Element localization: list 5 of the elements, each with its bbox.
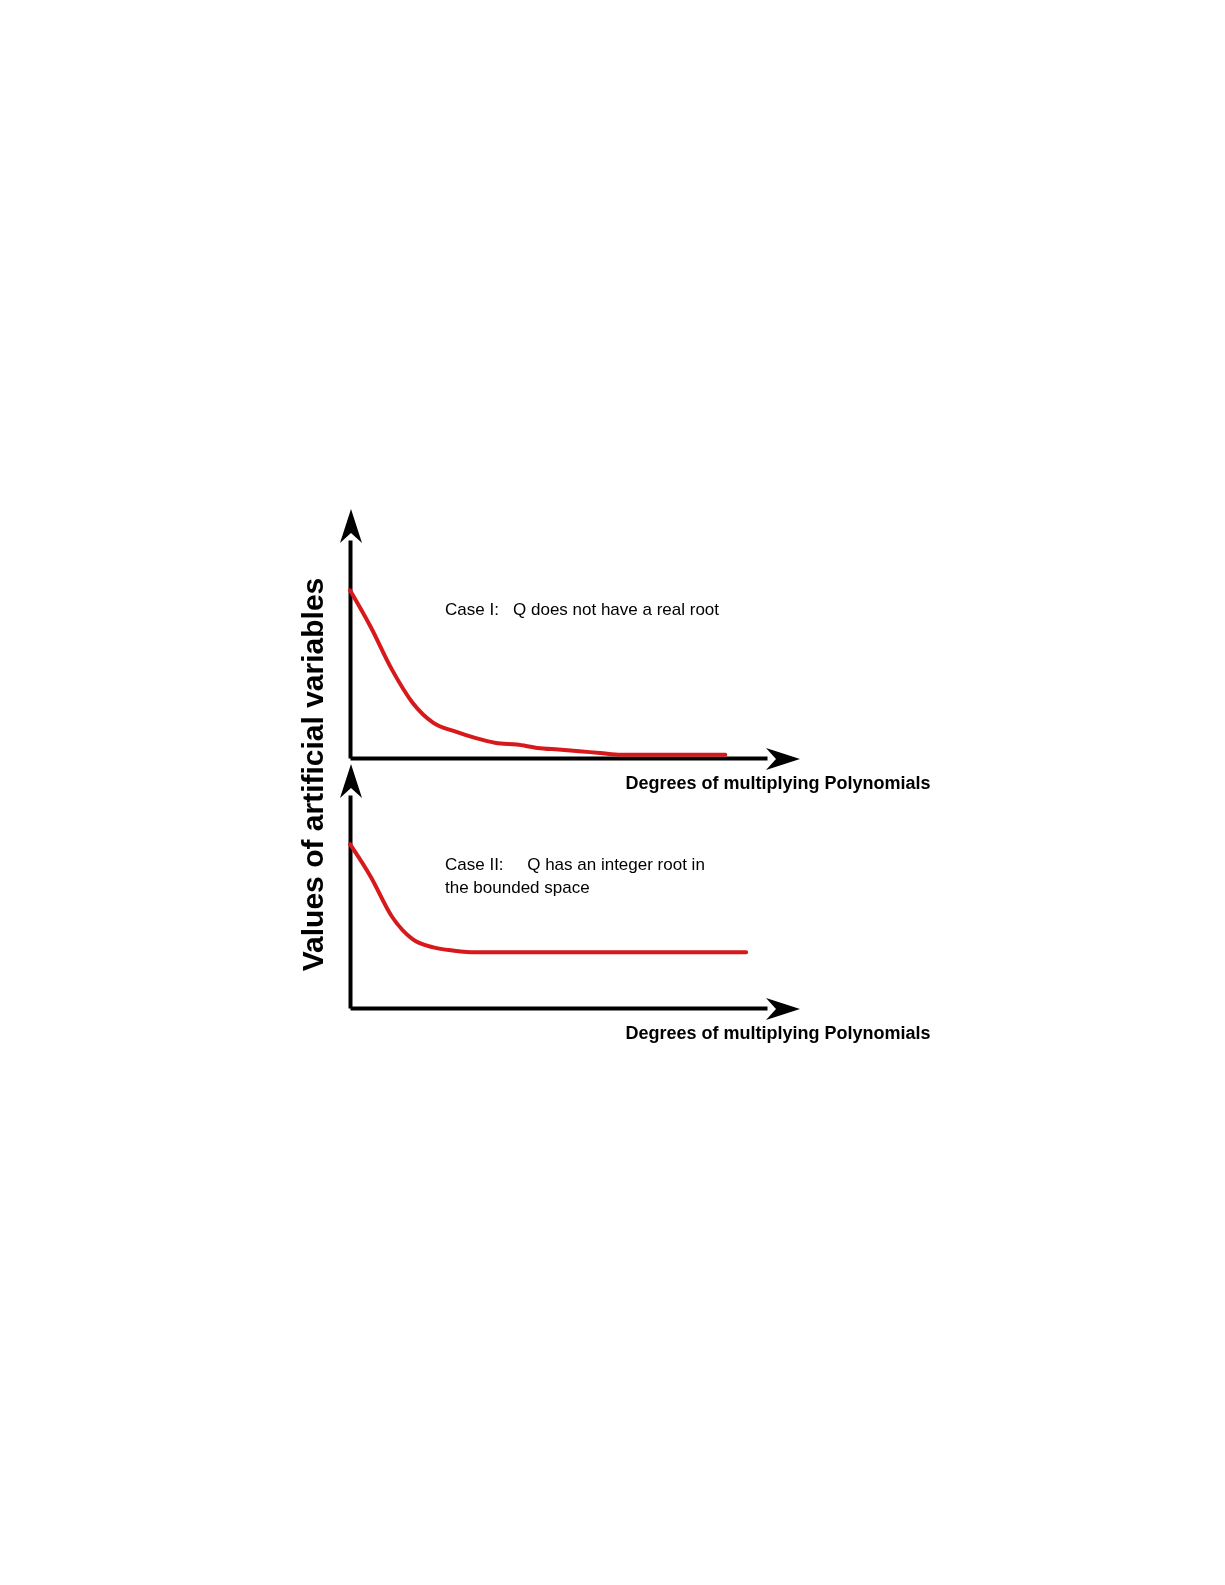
x-axis-title: Degrees of multiplying Polynomials: [625, 1022, 931, 1043]
y-axis-title: Values of artificial variables: [295, 577, 329, 972]
annotation: Case I: Q does not have a real root: [445, 600, 720, 619]
annotation: Case II: Q has an integer root in the bounded space: [445, 855, 705, 897]
x-axis-title: Degrees of multiplying Polynomials: [625, 772, 931, 793]
